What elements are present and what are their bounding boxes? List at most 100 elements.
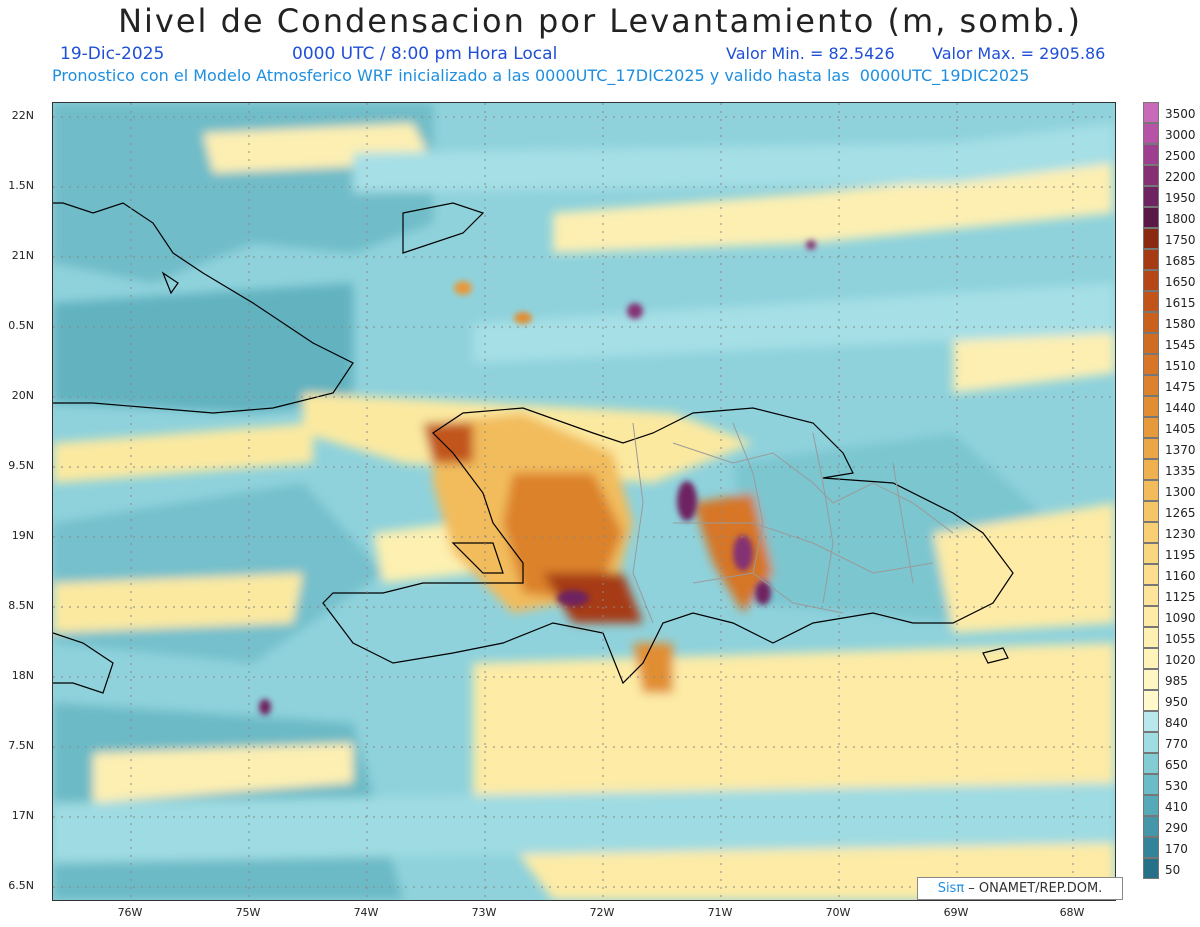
legend-label: 1370 [1165,443,1196,457]
lcl-maxima-cells [259,240,816,715]
lat-tick: 18N [11,669,34,682]
lon-tick: 73W [471,906,497,919]
legend-label: 1650 [1165,275,1196,289]
legend-label: 650 [1165,758,1188,772]
legend-swatch [1143,270,1159,291]
legend-label: 1300 [1165,485,1196,499]
lon-tick: 75W [235,906,261,919]
graticule [53,103,1115,900]
legend-swatch [1143,417,1159,438]
legend-swatch [1143,648,1159,669]
legend-label: 1055 [1165,632,1196,646]
legend-label: 1125 [1165,590,1196,604]
legend-label: 50 [1165,863,1181,877]
forecast-subtitle: Pronostico con el Modelo Atmosferico WRF… [52,66,1030,85]
province-borders [632,422,954,624]
legend-swatch [1143,774,1159,795]
legend-label: 1800 [1165,212,1196,226]
legend-label: 1230 [1165,527,1196,541]
max-value: Valor Max. = 2905.86 [932,44,1106,63]
lat-tick: 17N [11,809,34,822]
lat-tick: 22N [11,109,34,122]
lat-tick: 6.5N [8,879,34,892]
lcl-field-shading [53,103,1115,900]
legend-label: 1265 [1165,506,1196,520]
forecast-date: 19-Dic-2025 [60,44,165,64]
legend-label: 1545 [1165,338,1196,352]
legend-swatch [1143,669,1159,690]
lat-tick: 19N [11,529,34,542]
legend-label: 1750 [1165,233,1196,247]
legend-swatch [1143,816,1159,837]
legend-swatch [1143,711,1159,732]
legend-swatch [1143,501,1159,522]
legend-swatch [1143,144,1159,165]
legend-swatch [1143,312,1159,333]
legend-label: 950 [1165,695,1188,709]
legend-swatch [1143,396,1159,417]
legend-swatch [1143,606,1159,627]
legend-swatch [1143,480,1159,501]
legend-swatch [1143,123,1159,144]
min-value: Valor Min. = 82.5426 [726,44,895,63]
legend-swatch [1143,186,1159,207]
coastlines [53,202,1014,694]
lat-tick: 9.5N [8,459,34,472]
legend-swatch [1143,228,1159,249]
map-canvas [53,103,1115,900]
legend-swatch [1143,564,1159,585]
legend-swatch [1143,690,1159,711]
legend-swatch [1143,585,1159,606]
sis-logo-text: Sisπ [937,881,965,896]
legend-label: 1160 [1165,569,1196,583]
lat-tick: 0.5N [8,319,34,332]
lon-tick: 68W [1059,906,1085,919]
legend-swatch [1143,165,1159,186]
legend-label: 840 [1165,716,1188,730]
legend-label: 410 [1165,800,1188,814]
legend-swatch [1143,459,1159,480]
legend-swatch [1143,753,1159,774]
legend-swatch [1143,627,1159,648]
legend-swatch [1143,438,1159,459]
legend-label: 2200 [1165,170,1196,184]
lat-tick: 20N [11,389,34,402]
lon-tick: 72W [589,906,615,919]
legend-label: 1440 [1165,401,1196,415]
legend-swatch [1143,291,1159,312]
legend-label: 1090 [1165,611,1196,625]
legend-label: 1510 [1165,359,1196,373]
legend-label: 530 [1165,779,1188,793]
map-title: Nivel de Condensacion por Levantamiento … [118,2,1082,40]
color-legend: 3500 3000 2500 2200 1950 1800 1750 1685 1650 1615… [1143,102,1200,902]
legend-label: 1335 [1165,464,1196,478]
legend-label: 770 [1165,737,1188,751]
legend-label: 1580 [1165,317,1196,331]
legend-swatch [1143,795,1159,816]
legend-swatch [1143,375,1159,396]
legend-swatch [1143,543,1159,564]
lat-tick: 1.5N [8,179,34,192]
legend-swatch [1143,207,1159,228]
lon-tick: 76W [117,906,143,919]
credit-org: – ONAMET/REP.DOM. [964,881,1103,896]
lon-tick: 70W [825,906,851,919]
legend-swatch [1143,249,1159,270]
credit-box: Sisπ – ONAMET/REP.DOM. [917,877,1123,900]
legend-swatch [1143,522,1159,543]
legend-label: 1615 [1165,296,1196,310]
map-panel[interactable] [52,102,1116,901]
legend-label: 3500 [1165,107,1196,121]
legend-label: 3000 [1165,128,1196,142]
legend-label: 985 [1165,674,1188,688]
lat-tick: 7.5N [8,739,34,752]
lon-tick: 74W [353,906,379,919]
legend-swatch [1143,333,1159,354]
legend-swatch [1143,354,1159,375]
lon-tick: 71W [707,906,733,919]
legend-label: 1020 [1165,653,1196,667]
legend-label: 2500 [1165,149,1196,163]
legend-swatch [1143,732,1159,753]
legend-swatch [1143,837,1159,858]
lat-tick: 21N [11,249,34,262]
